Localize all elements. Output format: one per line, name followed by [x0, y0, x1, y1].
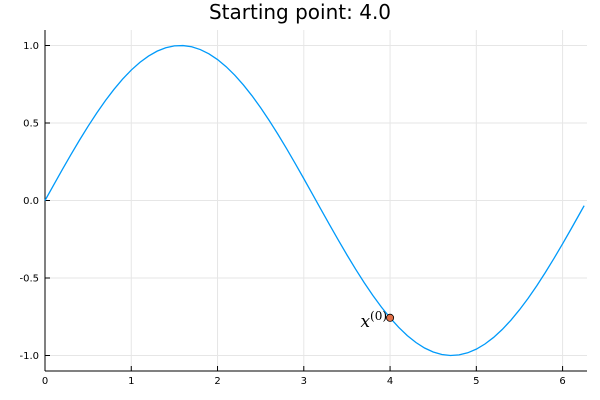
- x-tick-label: 6: [559, 376, 565, 387]
- x-tick-label: 5: [473, 376, 479, 387]
- x-tick-label: 1: [128, 376, 134, 387]
- starting-point-label: x(0): [360, 309, 387, 332]
- starting-point-marker: [386, 313, 395, 322]
- y-tick-label: -1.0: [19, 351, 39, 362]
- x-tick-label: 3: [301, 376, 307, 387]
- y-tick-label: 0.5: [23, 119, 39, 130]
- y-tick-label: 0.0: [23, 196, 39, 207]
- x-tick-label: 4: [387, 376, 393, 387]
- y-tick-label: 1.0: [23, 41, 39, 52]
- x-tick-label: 0: [42, 376, 48, 387]
- chart-title: Starting point: 4.0: [208, 0, 392, 24]
- x-tick-label: 2: [214, 376, 220, 387]
- y-tick-label: -0.5: [19, 274, 39, 285]
- series-line: [44, 44, 585, 357]
